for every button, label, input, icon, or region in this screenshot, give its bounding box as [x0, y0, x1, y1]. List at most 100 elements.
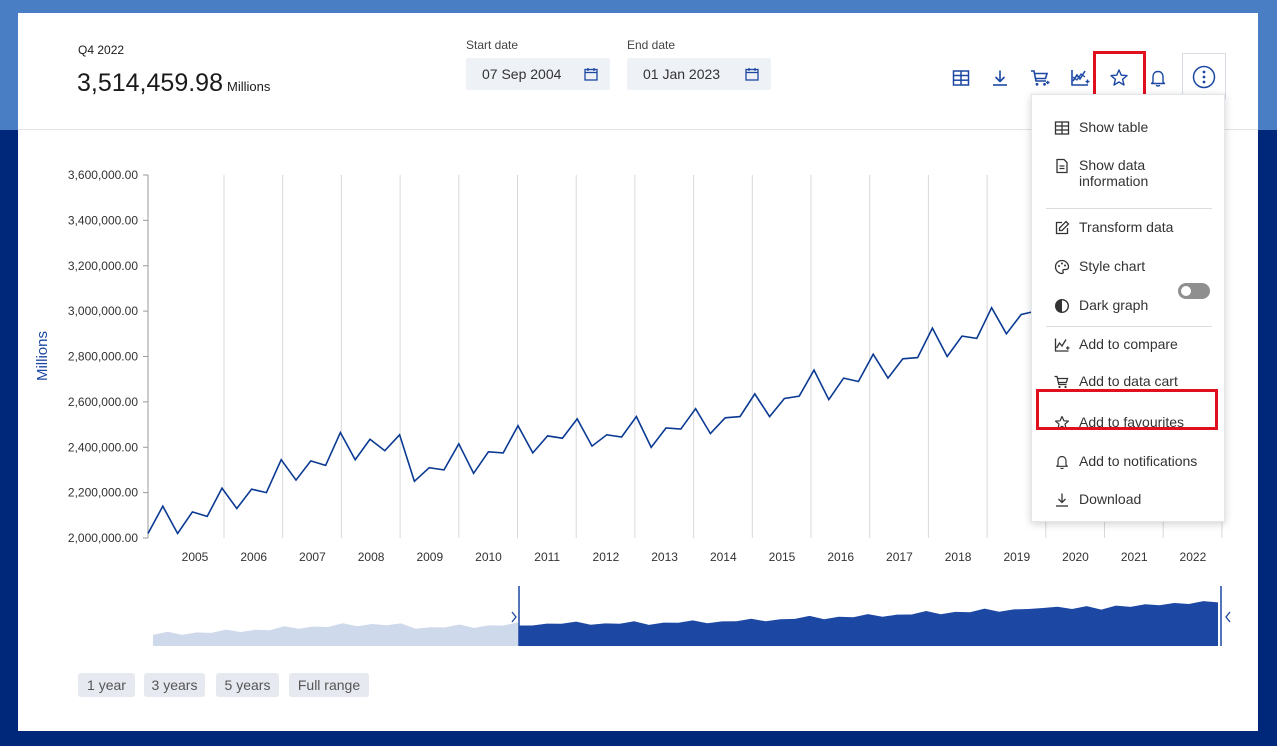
x-tick-label: 2013	[651, 550, 678, 564]
end-date-label: End date	[627, 38, 676, 52]
menu-divider	[1046, 326, 1212, 327]
menu-item-label: Dark graph	[1079, 297, 1149, 313]
table-icon	[952, 70, 970, 86]
favourites-menu-highlight	[1036, 389, 1218, 430]
y-tick-label: 2,600,000.00	[68, 395, 138, 409]
x-tick-label: 2015	[769, 550, 796, 564]
x-tick-label: 2021	[1121, 550, 1148, 564]
x-tick-label: 2009	[416, 550, 443, 564]
x-tick-label: 2018	[945, 550, 972, 564]
x-tick-label: 2017	[886, 550, 913, 564]
add-to-favourites-button[interactable]	[1104, 63, 1134, 93]
menu-item-label: Download	[1079, 491, 1142, 507]
edit-icon	[1055, 220, 1070, 235]
menu-item-dark-graph[interactable]: Dark graph	[1032, 297, 1226, 314]
star-icon	[1110, 69, 1128, 86]
calendar-icon[interactable]	[745, 67, 759, 81]
latest-value: 3,514,459.98	[77, 69, 223, 97]
menu-item-show-data-information[interactable]: Show data information	[1032, 157, 1226, 189]
end-date-field[interactable]: 01 Jan 2023	[627, 58, 771, 90]
more-options-button[interactable]	[1182, 53, 1226, 99]
line-chart: 2,000,000.00 2,200,000.00 2,400,000.00 2,60…	[34, 168, 1231, 646]
latest-period: Q4 2022	[78, 43, 125, 57]
range-button-3-years[interactable]: 3 years	[144, 673, 205, 697]
menu-item-label: Show data information	[1079, 157, 1149, 189]
x-tick-label: 2019	[1003, 550, 1030, 564]
calendar-icon[interactable]	[584, 67, 598, 81]
download-icon	[1056, 493, 1068, 507]
add-to-cart-button[interactable]	[1025, 63, 1055, 93]
x-tick-label: 2020	[1062, 550, 1089, 564]
x-tick-label: 2008	[358, 550, 385, 564]
x-tick-label: 2011	[534, 550, 560, 564]
bell-icon	[1056, 455, 1068, 470]
y-tick-label: 3,200,000.00	[68, 259, 138, 273]
y-tick-label: 3,600,000.00	[68, 168, 138, 182]
menu-item-label: Transform data	[1079, 219, 1174, 235]
compare-icon	[1071, 70, 1090, 86]
add-to-notifications-button[interactable]	[1143, 63, 1173, 93]
star-icon	[1054, 415, 1070, 430]
range-navigator[interactable]	[153, 586, 1231, 646]
y-tick-label: 3,000,000.00	[68, 304, 138, 318]
cart-icon	[1031, 70, 1050, 86]
x-tick-label: 2012	[593, 550, 620, 564]
compare-icon	[1054, 338, 1070, 352]
latest-value-unit: Millions	[226, 79, 271, 94]
more-vertical-icon	[1192, 65, 1216, 88]
add-to-compare-button[interactable]	[1065, 63, 1095, 93]
menu-item-style-chart[interactable]: Style chart	[1032, 258, 1226, 275]
chart-card: Q4 2022 3,514,459.98 Millions Start date …	[18, 13, 1258, 731]
y-tick-label: 2,000,000.00	[68, 531, 138, 545]
cart-icon	[1054, 375, 1069, 389]
show-table-button[interactable]	[946, 63, 976, 93]
y-tick-label: 2,800,000.00	[68, 350, 138, 364]
contrast-icon	[1054, 298, 1070, 314]
latest-value-line: 3,514,459.98 Millions	[77, 69, 270, 98]
x-tick-label: 2006	[240, 550, 267, 564]
end-date-value: 01 Jan 2023	[643, 66, 721, 82]
x-tick-label: 2010	[475, 550, 502, 564]
menu-item-add-to-data-cart[interactable]: Add to data cart	[1032, 373, 1226, 390]
navigator-left-arrow-icon[interactable]	[511, 611, 517, 623]
bell-icon	[1150, 70, 1166, 87]
menu-item-label: Show table	[1079, 119, 1149, 135]
y-axis-title: Millions	[34, 331, 51, 381]
dark-graph-toggle[interactable]	[1178, 283, 1210, 299]
menu-divider	[1046, 208, 1212, 209]
download-icon	[993, 70, 1007, 86]
x-tick-label: 2016	[827, 550, 854, 564]
palette-icon	[1054, 259, 1070, 275]
navigator-selected-area	[519, 601, 1218, 646]
start-date-value: 07 Sep 2004	[482, 66, 562, 82]
menu-item-label: Add to notifications	[1079, 453, 1198, 469]
options-menu: Show table Show data information Transfo…	[1031, 94, 1225, 522]
x-tick-label: 2022	[1180, 550, 1207, 564]
menu-item-add-to-favourites[interactable]: Add to favourites	[1032, 414, 1226, 431]
range-button-1-year[interactable]: 1 year	[78, 673, 135, 697]
document-icon	[1056, 158, 1068, 174]
y-tick-label: 3,400,000.00	[68, 213, 138, 227]
download-button[interactable]	[985, 63, 1015, 93]
navigator-unselected-area	[153, 622, 519, 646]
menu-item-add-to-notifications[interactable]: Add to notifications	[1032, 453, 1226, 470]
toggle-knob	[1181, 286, 1191, 296]
range-button-full-range[interactable]: Full range	[289, 673, 369, 697]
y-tick-label: 2,400,000.00	[68, 440, 138, 454]
menu-item-label: Style chart	[1079, 258, 1146, 274]
header-divider	[18, 129, 1258, 130]
menu-item-add-to-compare[interactable]: Add to compare	[1032, 336, 1226, 353]
navigator-right-arrow-icon[interactable]	[1225, 611, 1231, 623]
start-date-field[interactable]: 07 Sep 2004	[466, 58, 610, 90]
menu-item-label: Add to data cart	[1079, 373, 1178, 389]
menu-item-label: Add to favourites	[1079, 414, 1185, 430]
menu-item-label: Add to compare	[1079, 336, 1178, 352]
menu-item-transform-data[interactable]: Transform data	[1032, 219, 1226, 236]
y-tick-label: 2,200,000.00	[68, 486, 138, 500]
start-date-label: Start date	[466, 38, 519, 52]
menu-item-show-table[interactable]: Show table	[1032, 119, 1226, 136]
menu-item-download[interactable]: Download	[1032, 491, 1226, 508]
x-tick-label: 2014	[710, 550, 737, 564]
series-line	[147, 305, 1037, 536]
range-button-5-years[interactable]: 5 years	[216, 673, 279, 697]
